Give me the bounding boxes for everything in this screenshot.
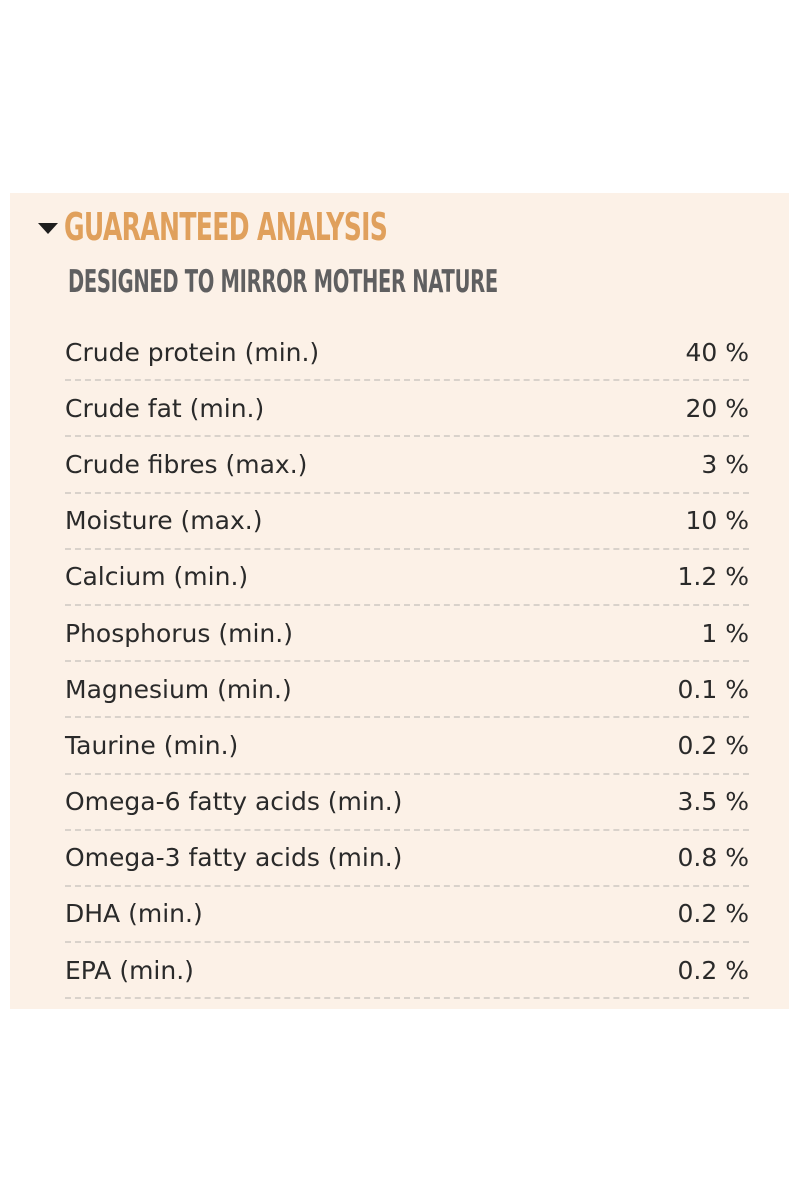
nutrient-label: Omega-3 fatty acids (min.) (65, 843, 403, 873)
guaranteed-analysis-panel: GUARANTEED ANALYSIS DESIGNED TO MIRROR M… (10, 193, 789, 1009)
table-row: Crude fat (min.) 20 % (65, 381, 749, 438)
nutrient-value: 0.2 % (677, 899, 749, 929)
table-row: EPA (min.) 0.2 % (65, 943, 749, 1000)
nutrient-label: Phosphorus (min.) (65, 618, 293, 648)
nutrient-label: Crude fibres (max.) (65, 449, 308, 479)
section-title: GUARANTEED ANALYSIS (64, 205, 388, 249)
table-row: Omega-6 fatty acids (min.) 3.5 % (65, 775, 749, 831)
nutrient-label: Taurine (min.) (65, 730, 239, 760)
nutrient-value: 0.8 % (677, 843, 749, 873)
table-row: Crude fibres (max.) 3 % (65, 437, 749, 494)
table-row: Taurine (min.) 0.2 % (65, 718, 749, 775)
nutrient-value: 1 % (701, 618, 749, 648)
nutrient-label: Calcium (min.) (65, 562, 249, 592)
table-row: Phosphorus (min.) 1 % (65, 606, 749, 663)
table-row: Omega-3 fatty acids (min.) 0.8 % (65, 831, 749, 887)
analysis-table: Crude protein (min.) 40 % Crude fat (min… (65, 325, 749, 1000)
nutrient-value: 10 % (685, 506, 749, 536)
table-row: Magnesium (min.) 0.1 % (65, 662, 749, 719)
nutrient-label: Moisture (max.) (65, 506, 263, 536)
nutrient-value: 0.2 % (677, 730, 749, 760)
nutrient-label: Magnesium (min.) (65, 674, 292, 704)
table-row: DHA (min.) 0.2 % (65, 887, 749, 944)
table-row: Calcium (min.) 1.2 % (65, 550, 749, 606)
nutrient-label: DHA (min.) (65, 899, 203, 929)
table-row: Crude protein (min.) 40 % (65, 325, 749, 382)
section-header[interactable]: GUARANTEED ANALYSIS (38, 205, 554, 249)
nutrient-label: Crude fat (min.) (65, 393, 265, 423)
nutrient-value: 0.1 % (677, 674, 749, 704)
nutrient-label: Crude protein (min.) (65, 337, 320, 367)
table-row: Moisture (max.) 10 % (65, 494, 749, 550)
section-subtitle: DESIGNED TO MIRROR MOTHER NATURE (68, 264, 498, 300)
nutrient-value: 3 % (701, 449, 749, 479)
caret-down-icon[interactable] (38, 222, 58, 234)
nutrient-value: 0.2 % (677, 955, 749, 985)
nutrient-label: Omega-6 fatty acids (min.) (65, 787, 403, 817)
nutrient-value: 1.2 % (677, 562, 749, 592)
nutrient-value: 20 % (685, 393, 749, 423)
nutrient-value: 40 % (685, 337, 749, 367)
nutrient-value: 3.5 % (677, 787, 749, 817)
nutrient-label: EPA (min.) (65, 955, 194, 985)
